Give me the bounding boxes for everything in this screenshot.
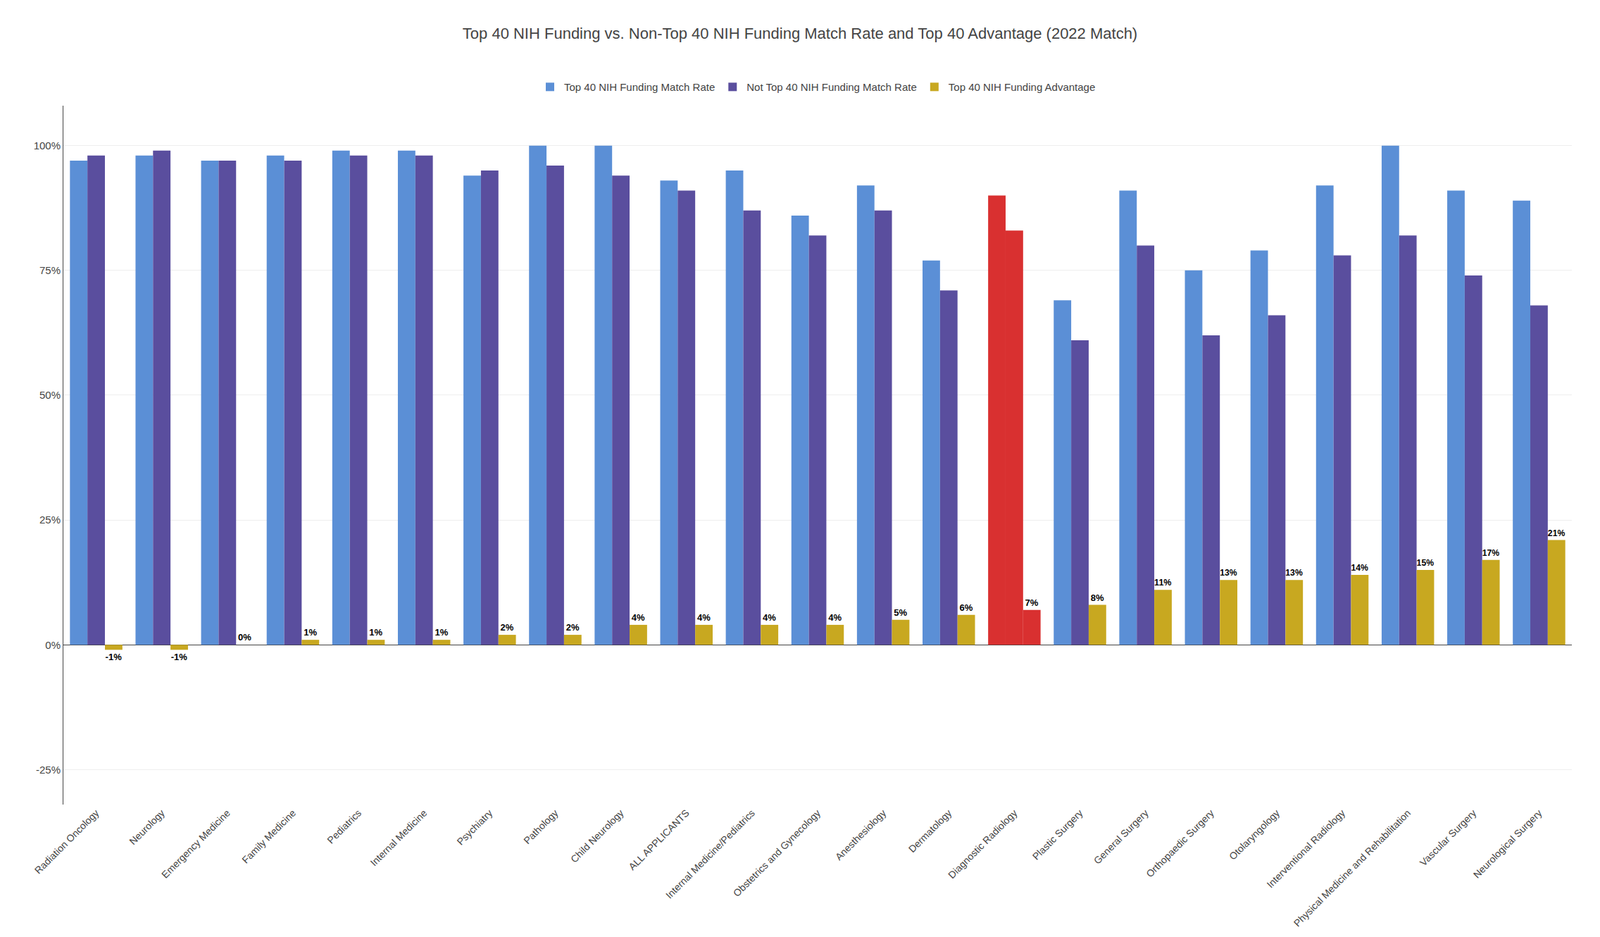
svg-text:0%: 0% [238, 631, 252, 643]
svg-text:4%: 4% [828, 611, 842, 623]
svg-text:Plastic Surgery: Plastic Surgery [1030, 807, 1086, 862]
svg-text:Top 40 NIH Funding vs. Non-Top: Top 40 NIH Funding vs. Non-Top 40 NIH Fu… [462, 24, 1138, 43]
svg-text:13%: 13% [1219, 567, 1238, 578]
svg-text:Internal Medicine/Pediatrics: Internal Medicine/Pediatrics [663, 807, 758, 901]
svg-text:15%: 15% [1416, 557, 1435, 568]
svg-text:7%: 7% [1025, 597, 1039, 608]
svg-text:6%: 6% [959, 602, 973, 613]
svg-text:14%: 14% [1350, 562, 1369, 573]
svg-text:Top 40 NIH Funding Match Rate: Top 40 NIH Funding Match Rate [564, 80, 715, 93]
svg-text:-25%: -25% [35, 763, 61, 776]
svg-text:Neurological Surgery: Neurological Surgery [1471, 807, 1545, 881]
svg-text:2%: 2% [566, 621, 580, 633]
svg-text:Dermatology: Dermatology [906, 807, 954, 855]
svg-text:17%: 17% [1482, 547, 1500, 558]
svg-text:Emergency Medicine: Emergency Medicine [159, 807, 233, 881]
svg-text:Orthopaedic Surgery: Orthopaedic Surgery [1143, 807, 1217, 880]
svg-text:Not Top 40 NIH Funding Match R: Not Top 40 NIH Funding Match Rate [746, 80, 917, 93]
svg-text:4%: 4% [762, 611, 777, 623]
svg-text:Otolaryngology: Otolaryngology [1226, 807, 1282, 862]
svg-text:100%: 100% [33, 139, 61, 152]
svg-text:Diagnostic Radiology: Diagnostic Radiology [945, 807, 1020, 881]
svg-text:2%: 2% [500, 621, 515, 633]
svg-text:Pathology: Pathology [521, 807, 560, 846]
svg-text:5%: 5% [893, 607, 908, 618]
svg-text:-1%: -1% [105, 651, 123, 662]
svg-text:-1%: -1% [171, 651, 189, 662]
svg-text:75%: 75% [39, 264, 61, 277]
svg-text:1%: 1% [369, 626, 383, 638]
svg-text:Physical Medicine and Rehabili: Physical Medicine and Rehabilitation [1291, 807, 1414, 929]
svg-text:1%: 1% [434, 626, 448, 638]
svg-text:Internal Medicine: Internal Medicine [368, 807, 430, 869]
svg-text:Obstetrics and Gynecology: Obstetrics and Gynecology [730, 807, 823, 899]
svg-text:General Surgery: General Surgery [1091, 807, 1151, 867]
svg-text:Family Medicine: Family Medicine [239, 807, 298, 866]
svg-text:Psychiatry: Psychiatry [454, 807, 495, 848]
svg-text:8%: 8% [1090, 592, 1105, 603]
svg-text:Anesthesiology: Anesthesiology [833, 807, 889, 862]
svg-text:0%: 0% [45, 638, 61, 651]
svg-text:Vascular Surgery: Vascular Surgery [1417, 807, 1479, 869]
svg-text:Child Neurology: Child Neurology [568, 807, 627, 865]
svg-text:11%: 11% [1154, 577, 1172, 588]
svg-text:Neurology: Neurology [126, 807, 167, 847]
svg-text:ALL APPLICANTS: ALL APPLICANTS [626, 807, 691, 872]
svg-text:Interventional Radiology: Interventional Radiology [1264, 807, 1348, 891]
svg-text:Top 40 NIH Funding Advantage: Top 40 NIH Funding Advantage [948, 80, 1096, 93]
svg-text:Pediatrics: Pediatrics [324, 807, 364, 846]
svg-text:21%: 21% [1547, 528, 1566, 539]
svg-text:Radiation Oncology: Radiation Oncology [32, 807, 102, 877]
svg-text:4%: 4% [697, 611, 711, 623]
svg-text:13%: 13% [1285, 567, 1303, 578]
svg-text:50%: 50% [39, 388, 61, 401]
svg-text:1%: 1% [303, 626, 317, 638]
svg-text:4%: 4% [631, 611, 646, 623]
svg-text:25%: 25% [39, 513, 61, 526]
